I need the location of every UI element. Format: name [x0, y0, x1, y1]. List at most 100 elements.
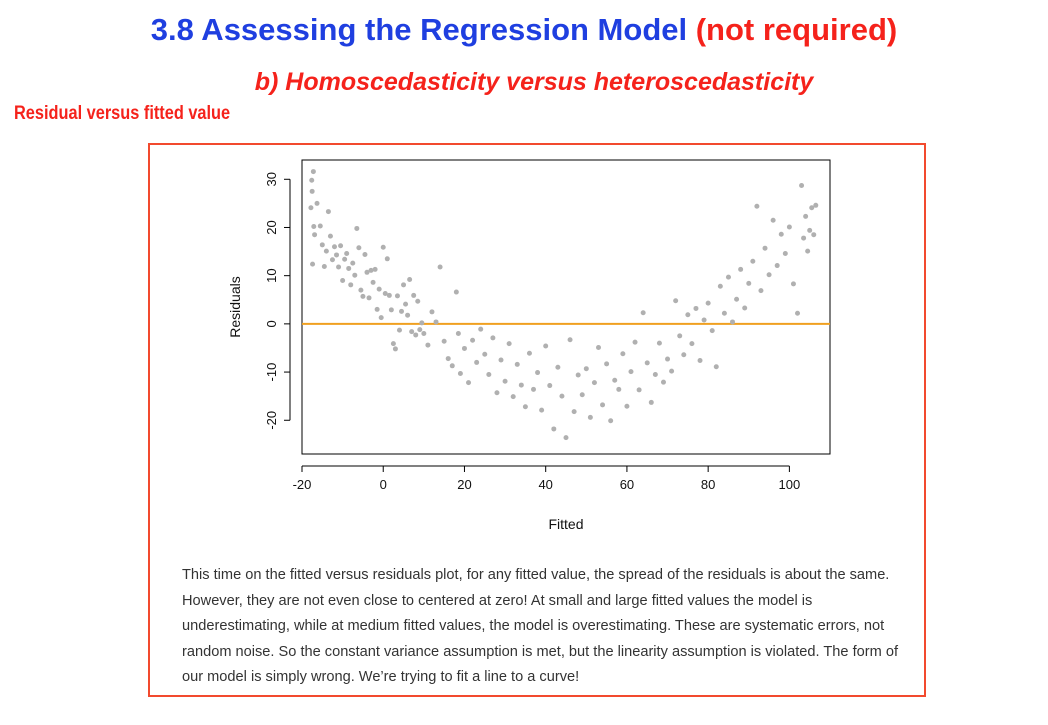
data-point	[470, 337, 476, 343]
page-subtitle: b) Homoscedasticity versus heteroscedast…	[254, 68, 814, 96]
data-point	[325, 209, 331, 215]
data-point	[786, 224, 792, 230]
data-point	[474, 359, 480, 365]
data-point	[350, 260, 356, 266]
data-point	[648, 399, 654, 405]
data-point	[455, 331, 461, 337]
data-point	[403, 301, 409, 307]
data-point	[338, 243, 344, 249]
data-point	[388, 307, 394, 313]
data-point	[701, 317, 707, 323]
data-point	[336, 264, 342, 270]
data-point	[309, 188, 315, 194]
data-point	[587, 414, 593, 420]
data-point	[390, 341, 396, 347]
data-point	[628, 369, 634, 375]
data-point	[681, 352, 687, 358]
data-point	[334, 252, 340, 258]
data-point	[766, 272, 772, 278]
data-point	[717, 283, 723, 289]
data-point	[506, 341, 512, 347]
data-point	[770, 217, 776, 223]
data-point	[713, 364, 719, 370]
y-tick-label: 10	[264, 268, 279, 282]
x-tick-label: -20	[293, 477, 312, 492]
data-point	[551, 426, 557, 432]
data-point	[526, 350, 532, 356]
data-point	[624, 403, 630, 409]
data-point	[429, 309, 435, 315]
data-point	[411, 292, 417, 298]
data-point	[665, 356, 671, 362]
data-point	[413, 332, 419, 338]
data-point	[321, 264, 327, 270]
data-point	[331, 244, 337, 250]
x-tick-label: 40	[538, 477, 552, 492]
data-point	[685, 312, 691, 318]
data-point	[498, 357, 504, 363]
data-point	[490, 335, 496, 341]
data-point	[656, 340, 662, 346]
data-point	[382, 291, 388, 297]
x-axis-label: Fitted	[548, 516, 583, 532]
data-point	[407, 277, 413, 283]
data-point	[616, 386, 622, 392]
data-point	[563, 435, 569, 441]
data-point	[380, 244, 386, 250]
y-tick-label: 30	[264, 172, 279, 186]
data-point	[372, 266, 378, 272]
data-point	[758, 288, 764, 294]
y-tick-label: 20	[264, 220, 279, 234]
data-point	[531, 386, 537, 392]
data-point	[813, 202, 819, 208]
data-point	[579, 392, 585, 398]
data-point	[543, 343, 549, 349]
data-point	[352, 272, 358, 278]
data-point	[409, 329, 415, 335]
y-tick-label: 0	[264, 320, 279, 327]
data-point	[689, 341, 695, 347]
data-point	[346, 265, 352, 271]
data-point	[746, 280, 752, 286]
data-point	[620, 351, 626, 357]
x-tick-label: 0	[380, 477, 387, 492]
data-point	[419, 320, 425, 326]
data-point	[750, 258, 756, 264]
data-point	[693, 305, 699, 311]
x-tick-label: 60	[620, 477, 634, 492]
data-point	[478, 326, 484, 332]
data-point	[317, 223, 323, 229]
data-point	[721, 310, 727, 316]
data-point	[309, 177, 315, 183]
data-point	[327, 233, 333, 239]
data-point	[308, 205, 314, 211]
data-point	[604, 361, 610, 367]
data-point	[356, 245, 362, 251]
data-point	[518, 382, 524, 388]
data-point	[366, 295, 372, 301]
data-point	[754, 203, 760, 209]
data-point	[421, 331, 427, 337]
data-point	[394, 293, 400, 299]
data-point	[636, 387, 642, 393]
data-point	[547, 383, 553, 389]
data-point	[310, 261, 316, 267]
data-point	[795, 310, 801, 316]
data-point	[445, 356, 451, 362]
x-tick-label: 20	[457, 477, 471, 492]
data-point	[522, 404, 528, 410]
data-point	[311, 224, 317, 230]
data-point	[738, 266, 744, 272]
data-point	[660, 379, 666, 385]
data-point	[600, 402, 606, 408]
data-point	[370, 279, 376, 285]
data-point	[384, 256, 390, 262]
data-point	[482, 351, 488, 357]
data-point	[632, 339, 638, 345]
data-point	[583, 366, 589, 372]
data-point	[705, 300, 711, 306]
data-point	[486, 371, 492, 377]
data-point	[368, 267, 374, 273]
data-point	[386, 292, 392, 298]
data-point	[807, 227, 813, 233]
